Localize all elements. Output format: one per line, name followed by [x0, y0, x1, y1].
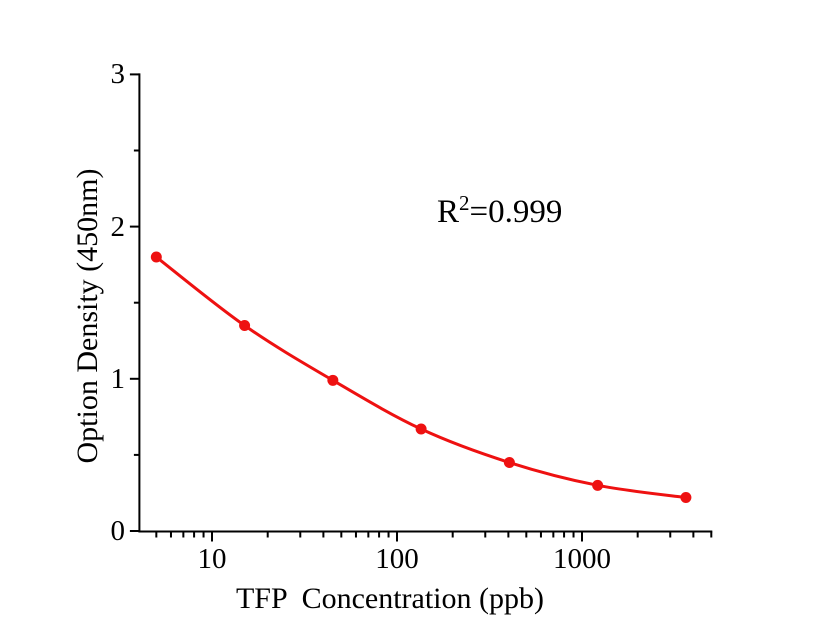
- r-squared-value: =0.999: [469, 194, 563, 230]
- x-tick-label-1000: 1000: [552, 543, 611, 575]
- r-squared-base: R: [437, 194, 460, 230]
- y-tick-label-1: 1: [110, 362, 126, 395]
- curve-line: [154, 255, 688, 500]
- data-point-marker-0: [150, 251, 162, 263]
- data-point-marker-4: [503, 457, 515, 469]
- y-axis-title: Option Density (450nm): [71, 168, 104, 464]
- r-squared-exponent: 2: [459, 191, 470, 215]
- axis-lines: [138, 73, 713, 533]
- data-point-marker-2: [327, 374, 339, 386]
- data-point-marker-3: [415, 423, 427, 435]
- y-tick-label-2: 2: [110, 210, 126, 243]
- data-point-marker-6: [680, 492, 692, 504]
- x-tick-label-100: 100: [375, 543, 419, 575]
- x-axis-title: TFP Concentration (ppb): [235, 582, 544, 615]
- x-tick-label-10: 10: [197, 543, 227, 575]
- y-tick-label-3: 3: [110, 58, 126, 91]
- y-tick-label-0: 0: [110, 515, 126, 547]
- data-point-marker-1: [239, 320, 251, 332]
- data-point-marker-5: [592, 479, 604, 491]
- r-squared-annotation: R2=0.999: [437, 183, 562, 232]
